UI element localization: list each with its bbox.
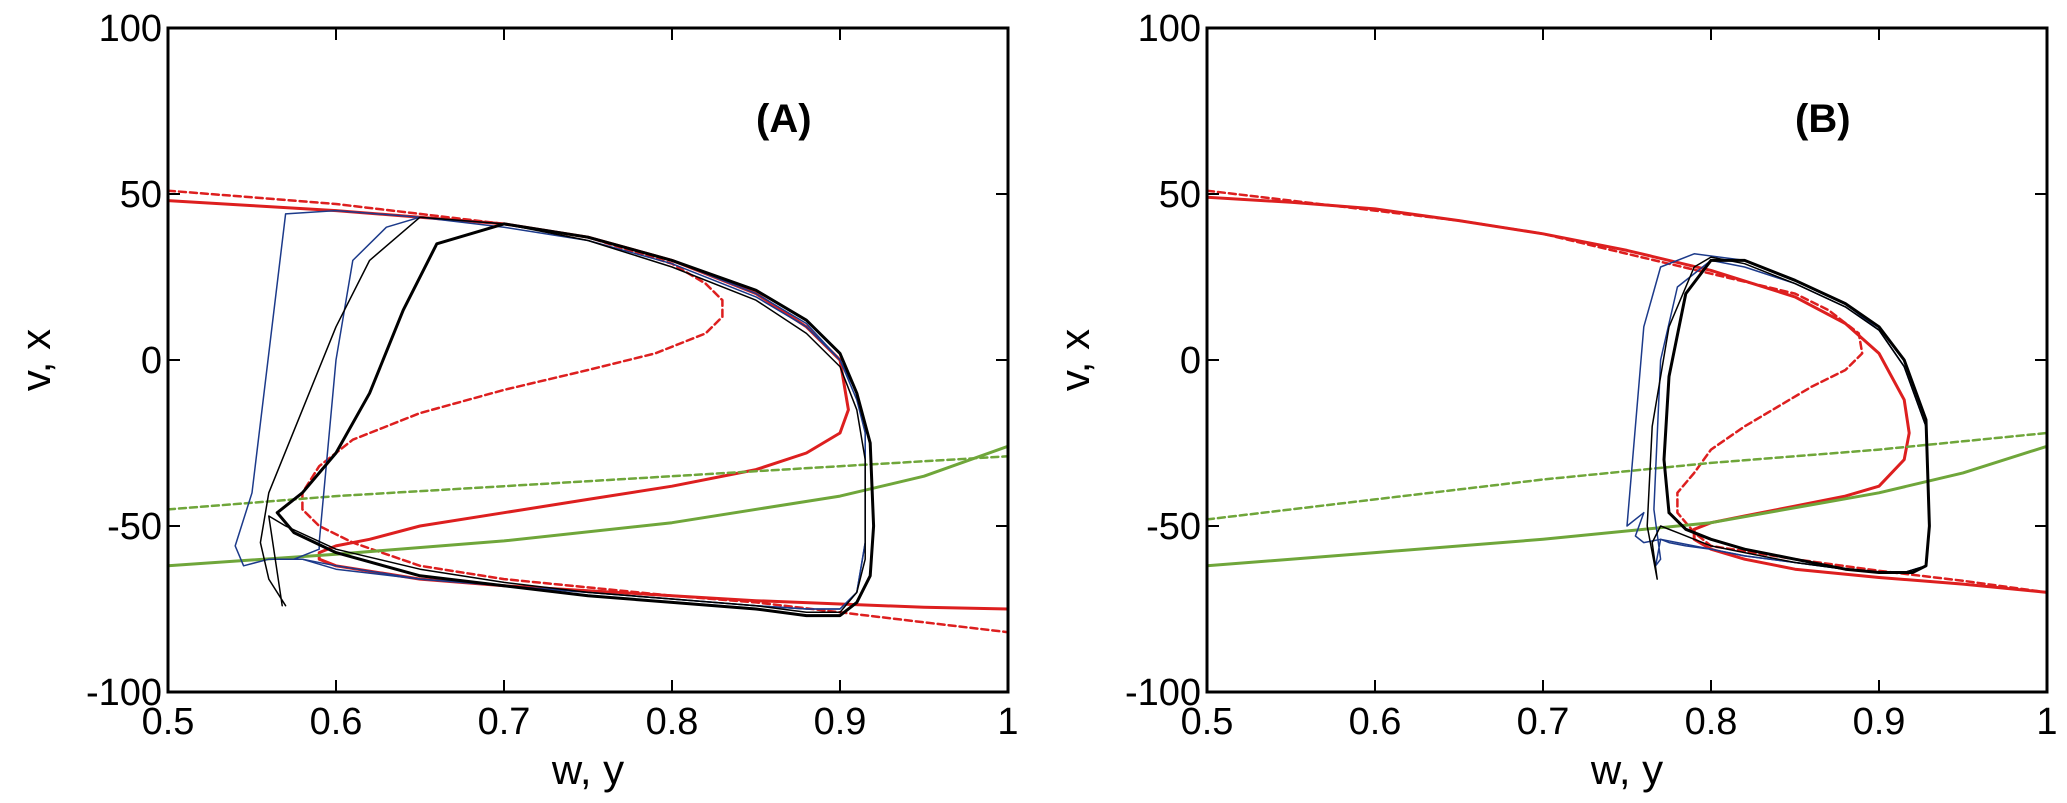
series-group: [1207, 189, 2047, 594]
y-axis-label: v, x: [12, 329, 59, 391]
series-line-0: [1207, 195, 2047, 594]
series-line-7: [1662, 258, 1931, 574]
x-tick-label: 0.8: [1685, 701, 1738, 743]
x-tick-label: 0.5: [142, 701, 195, 743]
series-line-2: [168, 444, 1008, 568]
x-tick-label: 1: [2036, 701, 2057, 743]
y-tick-label: -50: [107, 506, 162, 548]
panel-a: 0.5 0.6 0.7 0.8 0.9 1 -100 -50 0 50 100 w, y v, x (A): [12, 8, 1019, 793]
x-tick-label: 0.5: [1181, 701, 1234, 743]
series-group: [168, 189, 1008, 634]
series-line-4: [1626, 253, 1931, 574]
series-line-1: [168, 189, 1008, 634]
series-line-3: [168, 455, 1008, 511]
x-tick-label: 0.9: [1853, 701, 1906, 743]
series-line-3: [1207, 431, 2047, 521]
series-line-7: [275, 222, 876, 618]
series-line-0: [168, 199, 1008, 611]
x-tick-label: 0.7: [1517, 701, 1570, 743]
x-tick-label: 1: [997, 701, 1018, 743]
x-axis-label: w, y: [551, 746, 624, 793]
series-line-6: [259, 216, 866, 614]
y-tick-label: -50: [1146, 506, 1201, 548]
y-tick-label: 0: [141, 340, 162, 382]
x-tick-label: 0.7: [478, 701, 531, 743]
y-tick-label: 50: [1159, 174, 1201, 216]
x-tick-label: 0.8: [646, 701, 699, 743]
series-line-2: [1207, 444, 2047, 568]
y-tick-label: 100: [99, 8, 162, 50]
y-tick-label: -100: [1125, 672, 1201, 714]
panel-label: (B): [1795, 97, 1851, 141]
y-tick-label: 100: [1138, 8, 1201, 50]
y-tick-label: 0: [1180, 340, 1201, 382]
x-tick-label: 0.6: [310, 701, 363, 743]
plot-frame: [1205, 26, 2049, 694]
x-tick-label: 0.9: [814, 701, 867, 743]
panel-label: (A): [756, 97, 812, 141]
y-axis-label: v, x: [1051, 329, 1098, 391]
y-tick-label: -100: [86, 672, 162, 714]
x-tick-label: 0.6: [1349, 701, 1402, 743]
y-tick-label: 50: [120, 174, 162, 216]
panel-b: 0.5 0.6 0.7 0.8 0.9 1 -100 -50 0 50 100 w, y v, x (B): [1051, 8, 2058, 793]
x-axis-label: w, y: [1590, 746, 1663, 793]
